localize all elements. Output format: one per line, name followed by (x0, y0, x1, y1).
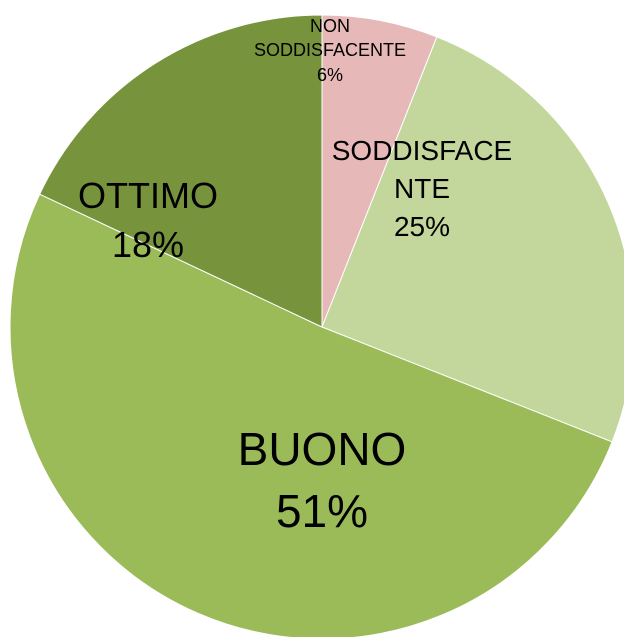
value-label: 6% (316, 64, 343, 85)
slice-label: BUONO 51% (172, 418, 472, 542)
pie-slice (39, 14, 323, 328)
value-label: 18% (111, 223, 185, 265)
value-label: 51% (275, 485, 369, 538)
category-label: BUONO (237, 423, 407, 475)
category-label: SODDISFACENTE (331, 135, 513, 204)
category-label: NON SODDISFACENTE (253, 16, 407, 61)
slice-label: OTTIMO 18% (28, 172, 268, 269)
value-label: 25% (393, 210, 451, 242)
pie-slice (321, 36, 624, 443)
category-label: OTTIMO (78, 175, 218, 216)
slice-label: SODDISFACENTE 25% (322, 132, 522, 245)
pie-slice (9, 193, 613, 637)
slice-label: NON SODDISFACENTE 6% (245, 14, 415, 87)
